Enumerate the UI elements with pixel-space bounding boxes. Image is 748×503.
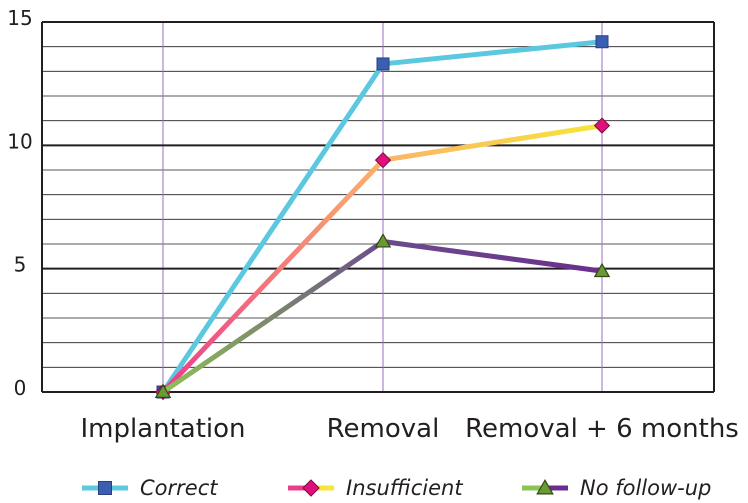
series-line-segment — [160, 239, 386, 395]
series-line-segment — [380, 39, 605, 67]
series-line-segment — [160, 61, 386, 395]
series-line-segment — [160, 157, 386, 395]
legend-label: No follow-up — [580, 476, 711, 500]
legend-item-no-follow-up: No follow-up — [522, 476, 711, 500]
legend-item-insufficient: Insufficient — [288, 476, 463, 500]
x-category-label: Implantation — [80, 414, 245, 444]
legend-item-correct: Correct — [82, 476, 218, 500]
diamond-marker — [302, 479, 320, 497]
diamond-marker — [593, 117, 611, 134]
diamond-marker — [374, 151, 392, 169]
legend-label: Insufficient — [346, 476, 463, 500]
x-category-label: Removal + 6 months — [465, 414, 739, 444]
x-category-label: Removal — [327, 414, 440, 444]
legend: Correct Insufficient No follow-up — [82, 476, 711, 500]
square-marker — [98, 481, 112, 495]
y-tick-label: 15 — [7, 6, 32, 30]
series-no-follow-up — [154, 233, 611, 398]
triangle-marker — [536, 478, 554, 495]
x-axis-category-labels: Implantation Removal Removal + 6 months — [80, 414, 738, 444]
legend-label: Correct — [140, 476, 218, 500]
y-axis-tick-labels: 0 5 10 15 — [7, 6, 32, 400]
square-marker — [595, 35, 609, 49]
series-insufficient — [154, 117, 611, 401]
y-tick-label: 0 — [14, 376, 27, 400]
series-line-segment — [380, 239, 605, 274]
square-marker — [376, 57, 390, 71]
series-layer — [154, 35, 611, 401]
triangle-marker — [154, 383, 172, 398]
y-tick-label: 10 — [7, 129, 32, 153]
series-line-segment — [380, 123, 605, 163]
grid — [41, 21, 715, 393]
triangle-marker — [593, 262, 611, 278]
triangle-marker — [374, 233, 392, 248]
y-tick-label: 5 — [14, 253, 27, 277]
